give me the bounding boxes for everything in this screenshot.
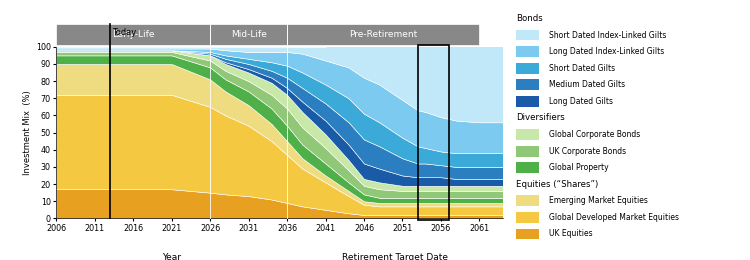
- Text: Equities (“Shares”): Equities (“Shares”): [516, 180, 599, 189]
- Bar: [516, 196, 539, 206]
- Text: Emerging Market Equities: Emerging Market Equities: [548, 196, 647, 205]
- Y-axis label: Investment Mix  (%): Investment Mix (%): [22, 90, 32, 175]
- Bar: [516, 96, 539, 107]
- Text: Early-Life: Early-Life: [112, 30, 154, 39]
- Bar: [516, 80, 539, 90]
- Text: Mid-Life: Mid-Life: [231, 30, 266, 39]
- Bar: [516, 212, 539, 223]
- Text: Global Developed Market Equities: Global Developed Market Equities: [548, 213, 679, 222]
- Bar: [516, 162, 539, 173]
- Text: Diversifiers: Diversifiers: [516, 113, 565, 122]
- Text: Short Dated Gilts: Short Dated Gilts: [548, 64, 615, 73]
- Text: UK Corporate Bonds: UK Corporate Bonds: [548, 147, 626, 156]
- Text: Retirement Target Date: Retirement Target Date: [342, 253, 448, 260]
- Text: Year: Year: [162, 253, 182, 260]
- Bar: [56, 24, 210, 45]
- Text: Medium Dated Gilts: Medium Dated Gilts: [548, 80, 625, 89]
- Text: Pre-Retirement: Pre-Retirement: [349, 30, 417, 39]
- Bar: [516, 129, 539, 140]
- Bar: [287, 24, 479, 45]
- Bar: [210, 24, 287, 45]
- Bar: [418, 45, 448, 220]
- Text: Bonds: Bonds: [516, 14, 543, 23]
- Text: Short Dated Index-Linked Gilts: Short Dated Index-Linked Gilts: [548, 31, 666, 40]
- Text: Today: Today: [112, 28, 136, 37]
- Bar: [516, 229, 539, 239]
- Text: Long Dated Index-Linked Gilts: Long Dated Index-Linked Gilts: [548, 47, 664, 56]
- Bar: [516, 46, 539, 57]
- Bar: [516, 30, 539, 41]
- Text: Long Dated Gilts: Long Dated Gilts: [548, 97, 613, 106]
- Bar: [516, 146, 539, 157]
- Text: Global Corporate Bonds: Global Corporate Bonds: [548, 130, 640, 139]
- Text: Global Property: Global Property: [548, 163, 608, 172]
- Text: UK Equities: UK Equities: [548, 230, 592, 238]
- Bar: [516, 63, 539, 74]
